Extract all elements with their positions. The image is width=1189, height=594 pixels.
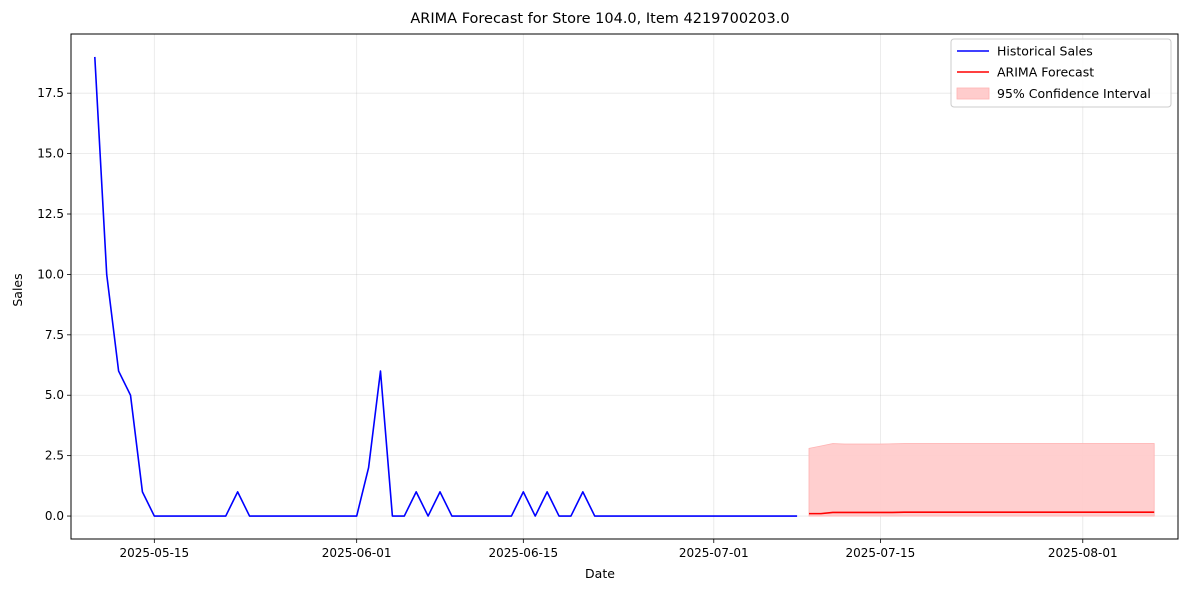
- legend-ci-label: 95% Confidence Interval: [997, 86, 1151, 101]
- y-tick-label: 15.0: [37, 147, 64, 161]
- legend-forecast-label: ARIMA Forecast: [997, 65, 1094, 80]
- y-tick-label: 0.0: [45, 509, 64, 523]
- series-layer: [94, 56, 1155, 517]
- x-tick-label: 2025-07-01: [679, 546, 749, 560]
- x-axis-label: Date: [585, 566, 615, 581]
- y-tick-label: 5.0: [45, 388, 64, 402]
- x-tick-label: 2025-06-01: [322, 546, 392, 560]
- plot-frame: [70, 33, 1179, 540]
- legend: Historical Sales ARIMA Forecast 95% Conf…: [950, 38, 1172, 108]
- x-tick-label: 2025-08-01: [1048, 546, 1118, 560]
- legend-ci-swatch: [956, 87, 990, 100]
- y-tick-label: 7.5: [45, 328, 64, 342]
- y-axis-label: Sales: [10, 273, 25, 306]
- chart-title: ARIMA Forecast for Store 104.0, Item 421…: [410, 11, 789, 27]
- y-tick-label: 12.5: [37, 207, 64, 221]
- arima-forecast-line: [809, 511, 1155, 515]
- legend-historical-label: Historical Sales: [997, 44, 1093, 59]
- y-tick-label: 17.5: [37, 86, 64, 100]
- confidence-interval-band: [808, 443, 1155, 517]
- x-tick-label: 2025-05-15: [119, 546, 189, 560]
- tick-layer: 0.0 2.5 5.0 7.5 10.0 12.5 15.0 17.5 2025-05-15 20…: [37, 86, 1117, 560]
- legend-box: [950, 38, 1172, 108]
- historical-sales-line: [94, 56, 798, 517]
- x-tick-label: 2025-07-15: [846, 546, 916, 560]
- y-tick-label: 10.0: [37, 267, 64, 281]
- y-tick-label: 2.5: [45, 449, 64, 463]
- x-tick-label: 2025-06-15: [488, 546, 558, 560]
- grid-layer: [71, 34, 1178, 539]
- confidence-interval-layer: [808, 443, 1155, 517]
